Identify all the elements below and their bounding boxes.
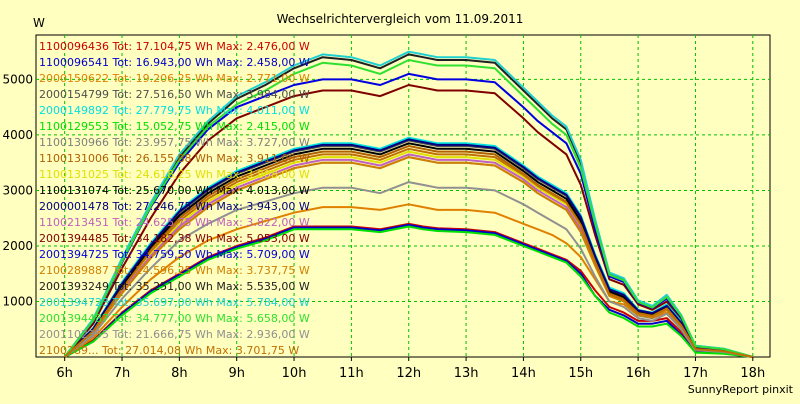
series-line-19 xyxy=(64,181,753,358)
legend-entry-17: 2001394723 Tot: 35.697,00 Wh Max: 5.784,… xyxy=(39,296,310,309)
x-tick-label: 13h xyxy=(454,366,479,381)
legend-entry-16: 2001393249 Tot: 35.251,00 Wh Max: 5.535,… xyxy=(39,280,310,293)
series-line-15 xyxy=(64,156,753,358)
series-line-20 xyxy=(64,147,753,358)
legend: 1100096436 Tot: 17.104,75 Wh Max: 2.476,… xyxy=(39,40,310,357)
series-line-2 xyxy=(64,223,753,358)
series-line-11 xyxy=(63,138,754,358)
y-tick-label: 2000 xyxy=(2,239,33,253)
legend-entry-10: 1100131074 Tot: 25.670,00 Wh Max: 4.013,… xyxy=(39,184,310,197)
x-tick-label: 15h xyxy=(568,366,593,381)
x-tick-label: 16h xyxy=(626,366,651,381)
legend-entry-14: 2001394725 Tot: 34.759,50 Wh Max: 5.709,… xyxy=(39,248,310,261)
legend-entry-6: 1100129553 Tot: 15.052,75 Wh Max: 2.415,… xyxy=(39,120,310,133)
series-line-6 xyxy=(64,225,753,358)
legend-entry-3: 2000150622 Tot: 19.206,25 Wh Max: 2.771,… xyxy=(39,72,310,85)
y-tick-label: 4000 xyxy=(2,128,33,142)
legend-entry-15: 2100289887 Tot: 24.596,25 Wh Max: 3.737,… xyxy=(39,264,310,277)
legend-entry-4: 2000154799 Tot: 27.516,50 Wh Max: 3.984,… xyxy=(39,88,310,101)
chart-title: Wechselrichtervergleich vom 11.09.2011 xyxy=(277,12,524,26)
y-tick-label: 3000 xyxy=(2,183,33,197)
x-tick-label: 17h xyxy=(683,366,708,381)
series-line-17 xyxy=(63,50,754,358)
legend-entry-19: 2001102355 Tot: 21.666,75 Wh Max: 2.936,… xyxy=(39,328,310,341)
x-tick-label: 14h xyxy=(511,366,536,381)
legend-entry-12: 1100213451 Tot: 24.625,75 Wh Max: 3.822,… xyxy=(39,216,310,229)
x-tick-label: 11h xyxy=(339,366,364,381)
y-tick-label: 5000 xyxy=(2,72,33,86)
footer-text: SunnyReport pinxit xyxy=(688,383,794,396)
series-line-13 xyxy=(63,84,754,358)
legend-entry-1: 1100096436 Tot: 17.104,75 Wh Max: 2.476,… xyxy=(39,40,310,53)
x-tick-label: 8h xyxy=(171,366,188,381)
series-group xyxy=(63,50,754,358)
legend-entry-8: 1100131006 Tot: 26.155,88 Wh Max: 3.911,… xyxy=(39,152,310,165)
series-line-18 xyxy=(63,59,754,358)
x-tick-label: 12h xyxy=(396,366,421,381)
legend-entry-13: 2001394485 Tot: 34.182,38 Wh Max: 5.053,… xyxy=(39,232,310,245)
legend-entry-11: 2000001478 Tot: 27.246,75 Wh Max: 3.943,… xyxy=(39,200,310,213)
x-tick-label: 7h xyxy=(114,366,131,381)
legend-entry-9: 1100131025 Tot: 24.618,25 Wh Max: 3.808,… xyxy=(39,168,310,181)
x-tick-label: 10h xyxy=(282,366,307,381)
legend-entry-5: 2000149892 Tot: 27.779,75 Wh Max: 4.011,… xyxy=(39,104,310,117)
legend-entry-18: 2001394487 Tot: 34.777,00 Wh Max: 5.658,… xyxy=(39,312,310,325)
legend-entry-20: 2100289... Tot: 27.014,08 Wh Max: 3.701,… xyxy=(39,344,299,357)
axes: 1000 2000 3000 4000 5000 6h 7h 8h 9h 10h 11h 12h 13h… xyxy=(2,72,765,381)
series-line-10 xyxy=(64,142,754,358)
legend-entry-7: 1100130966 Tot: 23.957,75 Wh Max: 3.727,… xyxy=(39,136,310,149)
x-tick-label: 18h xyxy=(740,366,765,381)
y-axis-label: W xyxy=(33,16,45,30)
x-tick-label: 9h xyxy=(228,366,245,381)
x-tick-label: 6h xyxy=(56,366,73,381)
legend-entry-2: 1100096541 Tot: 16.943,00 Wh Max: 2.458,… xyxy=(39,56,310,69)
y-tick-label: 1000 xyxy=(2,294,33,308)
